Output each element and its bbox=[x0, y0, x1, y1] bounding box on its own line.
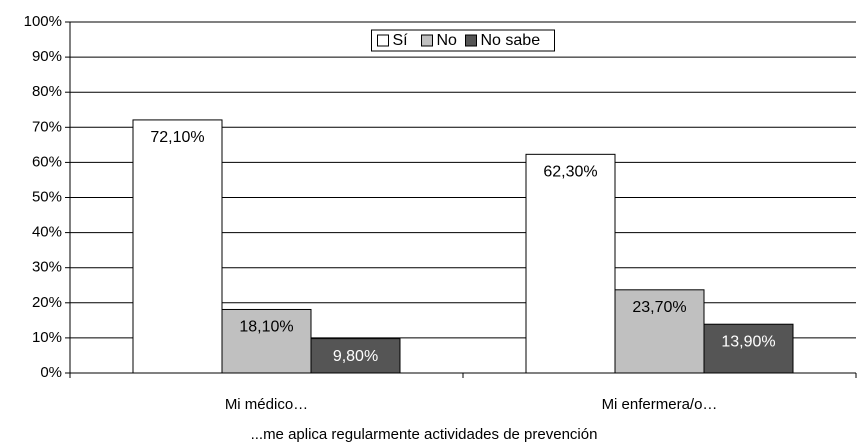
y-tick-label: 30% bbox=[32, 259, 62, 276]
value-label: 9,80% bbox=[333, 348, 378, 365]
legend-label: No bbox=[437, 32, 458, 49]
x-tick-label: Mi enfermera/o… bbox=[602, 396, 718, 413]
bar bbox=[614, 289, 705, 374]
legend-label: No sabe bbox=[481, 32, 541, 49]
y-tick-label: 80% bbox=[32, 83, 62, 100]
y-tick-label: 20% bbox=[32, 294, 62, 311]
y-tick-label: 10% bbox=[32, 329, 62, 346]
value-label: 62,30% bbox=[543, 164, 597, 181]
y-tick-label: 60% bbox=[32, 153, 62, 170]
bar bbox=[310, 338, 401, 374]
y-tick-label: 40% bbox=[32, 224, 62, 241]
legend-label: Sí bbox=[393, 32, 409, 49]
y-tick-label: 100% bbox=[24, 13, 62, 30]
x-tick-label: Mi médico… bbox=[225, 396, 308, 413]
value-label: 18,10% bbox=[239, 319, 293, 336]
legend: Sí No No sabe bbox=[371, 29, 555, 52]
y-tick-label: 0% bbox=[40, 364, 62, 381]
legend-box bbox=[371, 29, 555, 52]
value-label: 13,90% bbox=[721, 333, 775, 350]
legend-swatch bbox=[421, 34, 433, 47]
legend-swatch bbox=[465, 34, 477, 47]
value-label: 72,10% bbox=[150, 129, 204, 146]
x-axis-label: ...me aplica regularmente actividades de… bbox=[251, 426, 598, 443]
bar bbox=[525, 153, 616, 374]
y-tick-label: 90% bbox=[32, 48, 62, 65]
legend-swatch bbox=[377, 34, 389, 47]
value-label: 23,70% bbox=[632, 299, 686, 316]
y-tick-label: 70% bbox=[32, 118, 62, 135]
bar bbox=[221, 308, 312, 374]
y-tick-label: 50% bbox=[32, 188, 62, 205]
bar bbox=[703, 323, 794, 374]
bar bbox=[132, 119, 223, 374]
